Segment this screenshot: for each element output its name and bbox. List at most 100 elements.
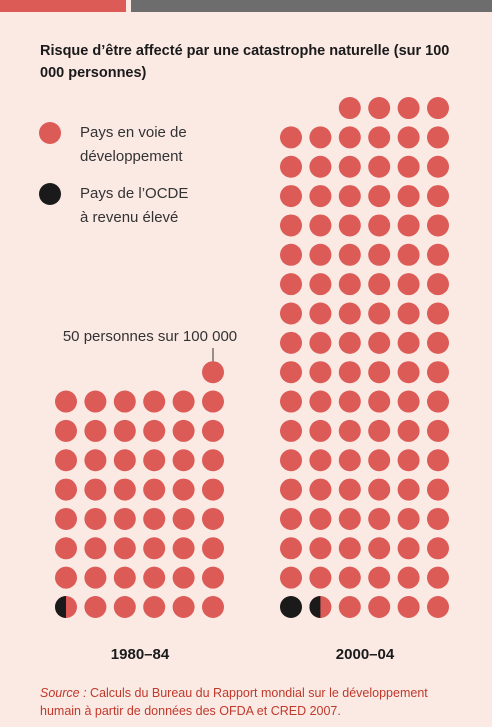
dot [397, 449, 420, 472]
dot [113, 478, 136, 501]
dot [309, 596, 321, 618]
dot [368, 185, 391, 208]
dot [368, 126, 391, 149]
dot [309, 126, 332, 149]
dot [397, 185, 420, 208]
dot [143, 419, 166, 442]
dot [143, 507, 166, 530]
dot [368, 478, 391, 501]
dot [338, 507, 361, 530]
dot [172, 596, 195, 618]
dot [309, 507, 332, 530]
dot [368, 537, 391, 560]
header-accent [0, 0, 126, 12]
annotation: 50 personnes sur 100 000 [62, 328, 238, 345]
dot [202, 361, 224, 384]
legend-label: Pays de l’OCDE à revenu élevé [80, 185, 189, 226]
dot [368, 390, 391, 413]
legend-marker [39, 183, 61, 205]
dot [338, 390, 361, 413]
dot [172, 449, 195, 472]
dot [427, 390, 449, 413]
dot [427, 537, 449, 560]
dot [55, 537, 77, 560]
dot [338, 566, 361, 589]
dot [84, 566, 107, 589]
dot [338, 273, 361, 296]
dot [280, 596, 302, 618]
dot [202, 478, 224, 501]
dot [172, 537, 195, 560]
dot [202, 566, 224, 589]
dot [172, 390, 195, 413]
dot [397, 596, 420, 618]
dot [202, 419, 224, 442]
dot [84, 419, 107, 442]
dot [368, 214, 391, 237]
dot [427, 302, 449, 325]
dot [338, 449, 361, 472]
dot [427, 419, 449, 442]
dot [427, 331, 449, 354]
dot [55, 390, 77, 413]
dot [309, 331, 332, 354]
dot [55, 566, 77, 589]
dot [397, 155, 420, 178]
header-bar [131, 0, 492, 12]
dot [143, 478, 166, 501]
dot [427, 273, 449, 296]
legend-label: Pays en voie de développement [80, 124, 187, 165]
dot [397, 214, 420, 237]
dot [202, 596, 224, 618]
dot [368, 361, 391, 384]
dot [368, 596, 391, 618]
dot [280, 273, 302, 296]
dot [427, 449, 449, 472]
dot [368, 302, 391, 325]
dot [143, 566, 166, 589]
dot [309, 566, 332, 589]
dot [397, 566, 420, 589]
dot [427, 126, 449, 149]
dot [338, 419, 361, 442]
dot [397, 390, 420, 413]
dot [427, 243, 449, 266]
dot [113, 537, 136, 560]
dot [309, 302, 332, 325]
category-label: 2000–04 [335, 646, 395, 663]
dot [55, 507, 77, 530]
dot [280, 361, 302, 384]
dot [280, 302, 302, 325]
dot [172, 507, 195, 530]
dot [280, 155, 302, 178]
dot [280, 243, 302, 266]
dot [368, 331, 391, 354]
dot [397, 361, 420, 384]
dot [338, 214, 361, 237]
chart-title: Risque d’être affecté par une catastroph… [40, 43, 450, 81]
dot [309, 390, 332, 413]
dot [84, 507, 107, 530]
dot [202, 507, 224, 530]
dot [397, 419, 420, 442]
dot [338, 97, 361, 120]
dot [368, 419, 391, 442]
dot [55, 596, 66, 618]
dot [143, 596, 166, 618]
dot [113, 419, 136, 442]
dot [397, 507, 420, 530]
dot [84, 390, 107, 413]
dot [338, 331, 361, 354]
dot [280, 185, 302, 208]
dot [427, 155, 449, 178]
dot [202, 390, 224, 413]
dot [309, 155, 332, 178]
dot [368, 566, 391, 589]
dot [280, 449, 302, 472]
dot [397, 331, 420, 354]
dot [55, 478, 77, 501]
dot [427, 185, 449, 208]
dot [84, 537, 107, 560]
legend-marker [39, 122, 61, 144]
